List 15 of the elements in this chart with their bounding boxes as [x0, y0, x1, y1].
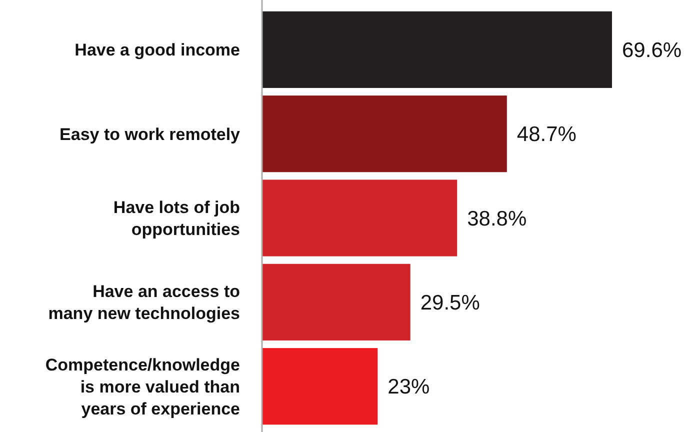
data-label: 23%: [388, 376, 430, 399]
y-tick-label: Have an access to many new technologies: [48, 282, 240, 324]
y-tick-label: Easy to work remotely: [60, 124, 241, 144]
bar: [262, 348, 378, 425]
data-label: 48.7%: [516, 123, 576, 146]
data-label: 29.5%: [420, 292, 480, 315]
bar: [262, 264, 410, 340]
bar: [262, 96, 507, 172]
data-label: 69.6%: [622, 39, 682, 62]
bar: [262, 11, 612, 88]
data-label: 38.8%: [467, 207, 527, 230]
y-tick-label: Have lots of job opportunities: [113, 198, 240, 239]
y-tick-label: Have a good income: [74, 40, 240, 60]
bar: [262, 180, 458, 256]
y-tick-label: Competence/knowledge is more valued than years of experience: [45, 355, 240, 418]
